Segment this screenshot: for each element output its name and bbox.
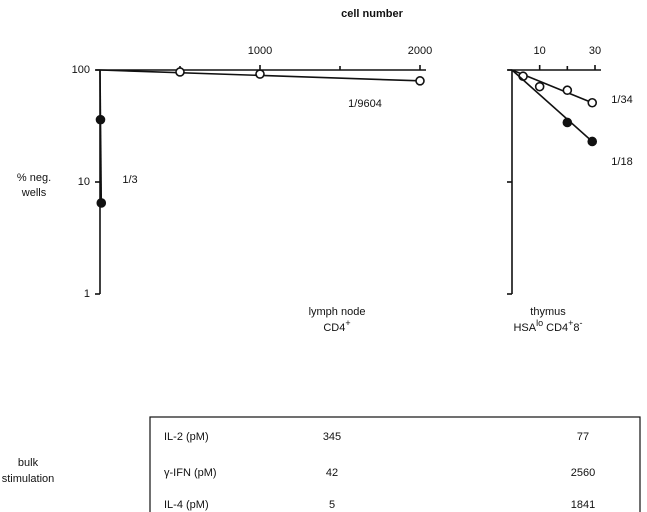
fit-line: [99, 69, 103, 203]
x-axis-title: cell number: [341, 8, 403, 20]
group-label-part: +: [345, 318, 350, 328]
group-label-part: thymus: [530, 306, 566, 318]
table-cell: 1841: [571, 499, 595, 511]
y-axis-title: % neg.: [17, 172, 51, 184]
group-label-part: CD4: [323, 322, 345, 334]
group-label-part: CD4: [543, 322, 568, 334]
data-point: [534, 81, 545, 92]
group-label-part: +: [568, 318, 573, 328]
table-cell: 42: [326, 467, 338, 479]
data-point: [562, 85, 573, 96]
x-tick-label: 1000: [248, 45, 272, 57]
group-label-part: 8: [573, 322, 579, 334]
data-point: [587, 97, 598, 108]
table-cell: IL-2 (pM): [164, 431, 209, 443]
group-label: lymph node: [309, 306, 366, 318]
data-point: [95, 114, 106, 125]
group-label-part: HSA: [513, 322, 536, 334]
series-label: 1/3: [122, 174, 137, 186]
group-label-part: -: [580, 318, 583, 328]
table-cell: 77: [577, 431, 589, 443]
table-cell: IL-4 (pM): [164, 499, 209, 511]
data-point: [587, 136, 598, 147]
y-tick-label: 100: [72, 64, 90, 76]
table-cell: 2560: [571, 467, 595, 479]
series-label: 1/9604: [348, 98, 382, 110]
x-tick-label: 10: [534, 45, 546, 57]
x-tick-label: 30: [589, 45, 601, 57]
group-label: HSAlo CD4+8-: [513, 318, 582, 334]
data-point: [175, 67, 185, 77]
table-cell: 345: [323, 431, 341, 443]
x-tick-label: 2000: [408, 45, 432, 57]
table-row-group: stimulation: [2, 473, 55, 485]
group-label-part: lymph node: [309, 306, 366, 318]
data-point: [562, 117, 573, 128]
table-border: [149, 416, 641, 512]
data-point: [96, 198, 107, 208]
table-cell: γ-IFN (pM): [164, 467, 217, 479]
fit-line: [511, 69, 593, 143]
table-cell: 5: [329, 499, 335, 511]
data-point: [415, 76, 425, 86]
series-label: 1/18: [611, 156, 632, 168]
y-tick-label: 1: [84, 288, 90, 300]
y-axis-title: wells: [21, 187, 47, 199]
group-label-part: lo: [536, 318, 543, 328]
group-label: CD4+: [323, 318, 350, 334]
series-label: 1/34: [611, 94, 632, 106]
y-tick-label: 10: [78, 176, 90, 188]
group-label: thymus: [530, 306, 566, 318]
table-row-group: bulk: [18, 457, 39, 469]
data-point: [255, 69, 265, 79]
